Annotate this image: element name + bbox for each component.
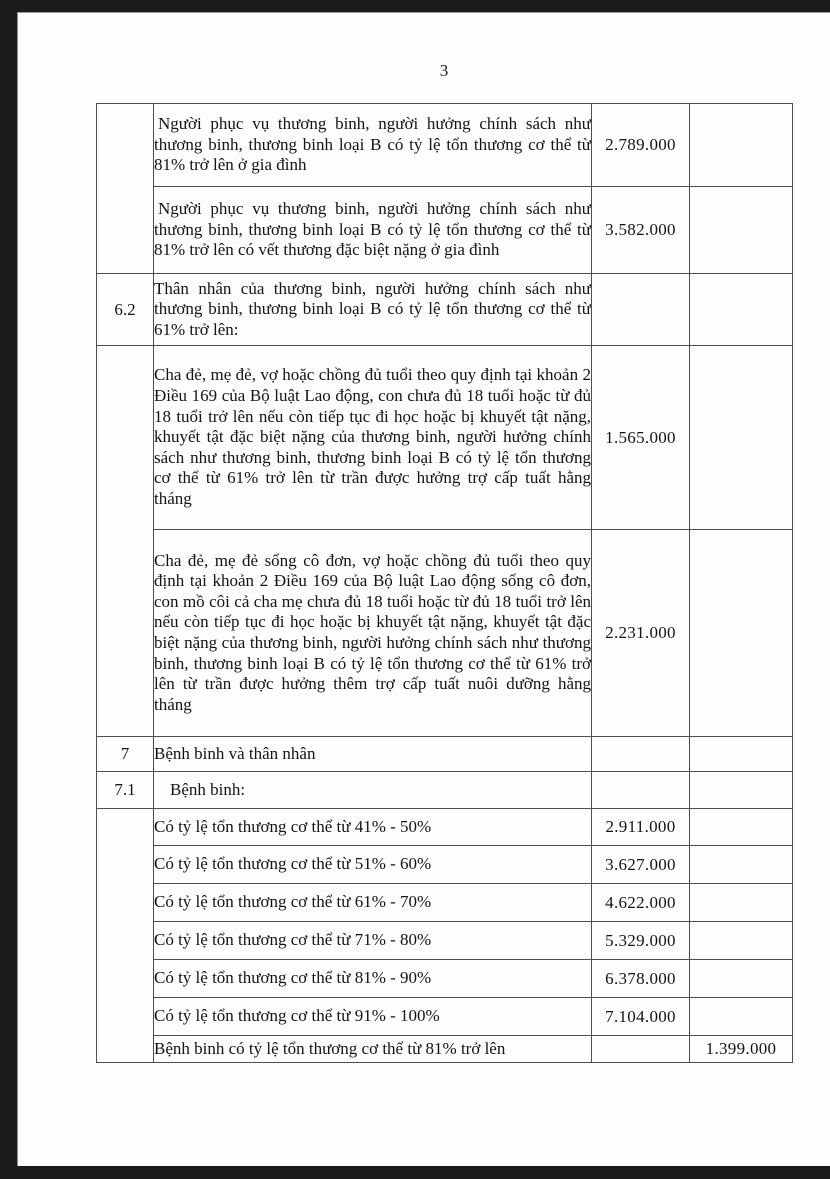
- amount-cell: [591, 273, 690, 346]
- stt-cell: 7.1: [96, 771, 154, 809]
- amount2-cell: [689, 529, 793, 737]
- amount2-cell: [689, 883, 793, 922]
- table-row: Có tỷ lệ tổn thương cơ thể từ 91% - 100%…: [97, 997, 793, 1036]
- description-cell: Có tỷ lệ tổn thương cơ thể từ 91% - 100%: [153, 997, 592, 1036]
- table-row: 7.1 Bệnh binh:: [96, 771, 793, 809]
- table-row: Cha đẻ, mẹ đẻ sống cô đơn, vợ hoặc chồng…: [97, 529, 793, 737]
- amount-cell: 4.622.000: [591, 883, 690, 922]
- description-cell: Có tỷ lệ tổn thương cơ thể từ 51% - 60%: [153, 845, 592, 884]
- amount-cell: 7.104.000: [591, 997, 690, 1036]
- table-row: Cha đẻ, mẹ đẻ, vợ hoặc chồng đủ tuổi the…: [96, 345, 793, 737]
- description-cell: Có tỷ lệ tổn thương cơ thể từ 81% - 90%: [153, 959, 592, 998]
- allowance-table: Người phục vụ thương binh, người hưởng c…: [96, 103, 793, 1063]
- amount2-cell: [689, 103, 793, 187]
- table-row: Có tỷ lệ tổn thương cơ thể từ 71% - 80% …: [97, 921, 793, 960]
- amount2-cell: [689, 736, 793, 772]
- amount2-cell: [689, 921, 793, 960]
- amount-cell: 6.378.000: [591, 959, 690, 998]
- table-row: Bệnh binh có tỷ lệ tổn thương cơ thể từ …: [97, 1035, 793, 1063]
- description-cell: Cha đẻ, mẹ đẻ, vợ hoặc chồng đủ tuổi the…: [153, 345, 592, 530]
- amount2-cell: [689, 808, 793, 846]
- amount-cell: [591, 771, 690, 809]
- description-cell: Có tỷ lệ tổn thương cơ thể từ 71% - 80%: [153, 921, 592, 960]
- stt-cell: [96, 103, 154, 274]
- table-row: Có tỷ lệ tổn thương cơ thể từ 41% - 50% …: [96, 808, 793, 1063]
- amount-cell: 2.231.000: [591, 529, 690, 737]
- description-cell: Cha đẻ, mẹ đẻ sống cô đơn, vợ hoặc chồng…: [153, 529, 592, 737]
- table-row: Có tỷ lệ tổn thương cơ thể từ 51% - 60% …: [97, 845, 793, 884]
- amount-cell: [591, 1035, 690, 1063]
- table-row: 6.2 Thân nhân của thương binh, người hưở…: [96, 273, 793, 346]
- description-cell: Người phục vụ thương binh, người hưởng c…: [153, 103, 592, 187]
- table-row: Người phục vụ thương binh, người hưởng c…: [96, 103, 793, 274]
- description-cell: Người phục vụ thương binh, người hưởng c…: [153, 186, 592, 274]
- description-cell: Bệnh binh có tỷ lệ tổn thương cơ thể từ …: [153, 1035, 592, 1063]
- amount2-cell: [689, 959, 793, 998]
- stt-cell: 6.2: [96, 273, 154, 346]
- amount2-cell: 1.399.000: [689, 1035, 793, 1063]
- amount2-cell: [689, 345, 793, 530]
- stt-cell: [96, 808, 154, 1063]
- amount-cell: 2.911.000: [591, 808, 690, 846]
- description-cell: Bệnh binh và thân nhân: [153, 736, 592, 772]
- table-row: Có tỷ lệ tổn thương cơ thể từ 81% - 90% …: [97, 959, 793, 998]
- stt-cell: 7: [96, 736, 154, 772]
- document-page: 3 Người phục vụ thương binh, người hưởng…: [17, 12, 830, 1166]
- description-cell: Có tỷ lệ tổn thương cơ thể từ 61% - 70%: [153, 883, 592, 922]
- table-row: Có tỷ lệ tổn thương cơ thể từ 61% - 70% …: [97, 883, 793, 922]
- stt-cell: [96, 345, 154, 737]
- amount2-cell: [689, 997, 793, 1036]
- description-cell: Thân nhân của thương binh, người hưởng c…: [153, 273, 592, 346]
- description-cell: Có tỷ lệ tổn thương cơ thể từ 41% - 50%: [153, 808, 592, 846]
- amount-cell: 3.627.000: [591, 845, 690, 884]
- table-row: Người phục vụ thương binh, người hưởng c…: [97, 186, 793, 274]
- page-number: 3: [439, 61, 449, 80]
- amount-cell: 1.565.000: [591, 345, 690, 530]
- amount-cell: 3.582.000: [591, 186, 690, 274]
- amount2-cell: [689, 273, 793, 346]
- amount2-cell: [689, 771, 793, 809]
- amount-cell: 5.329.000: [591, 921, 690, 960]
- amount2-cell: [689, 845, 793, 884]
- amount2-cell: [689, 186, 793, 274]
- table-row: 7 Bệnh binh và thân nhân: [96, 736, 793, 772]
- amount-cell: 2.789.000: [591, 103, 690, 187]
- amount-cell: [591, 736, 690, 772]
- description-cell: Bệnh binh:: [153, 771, 592, 809]
